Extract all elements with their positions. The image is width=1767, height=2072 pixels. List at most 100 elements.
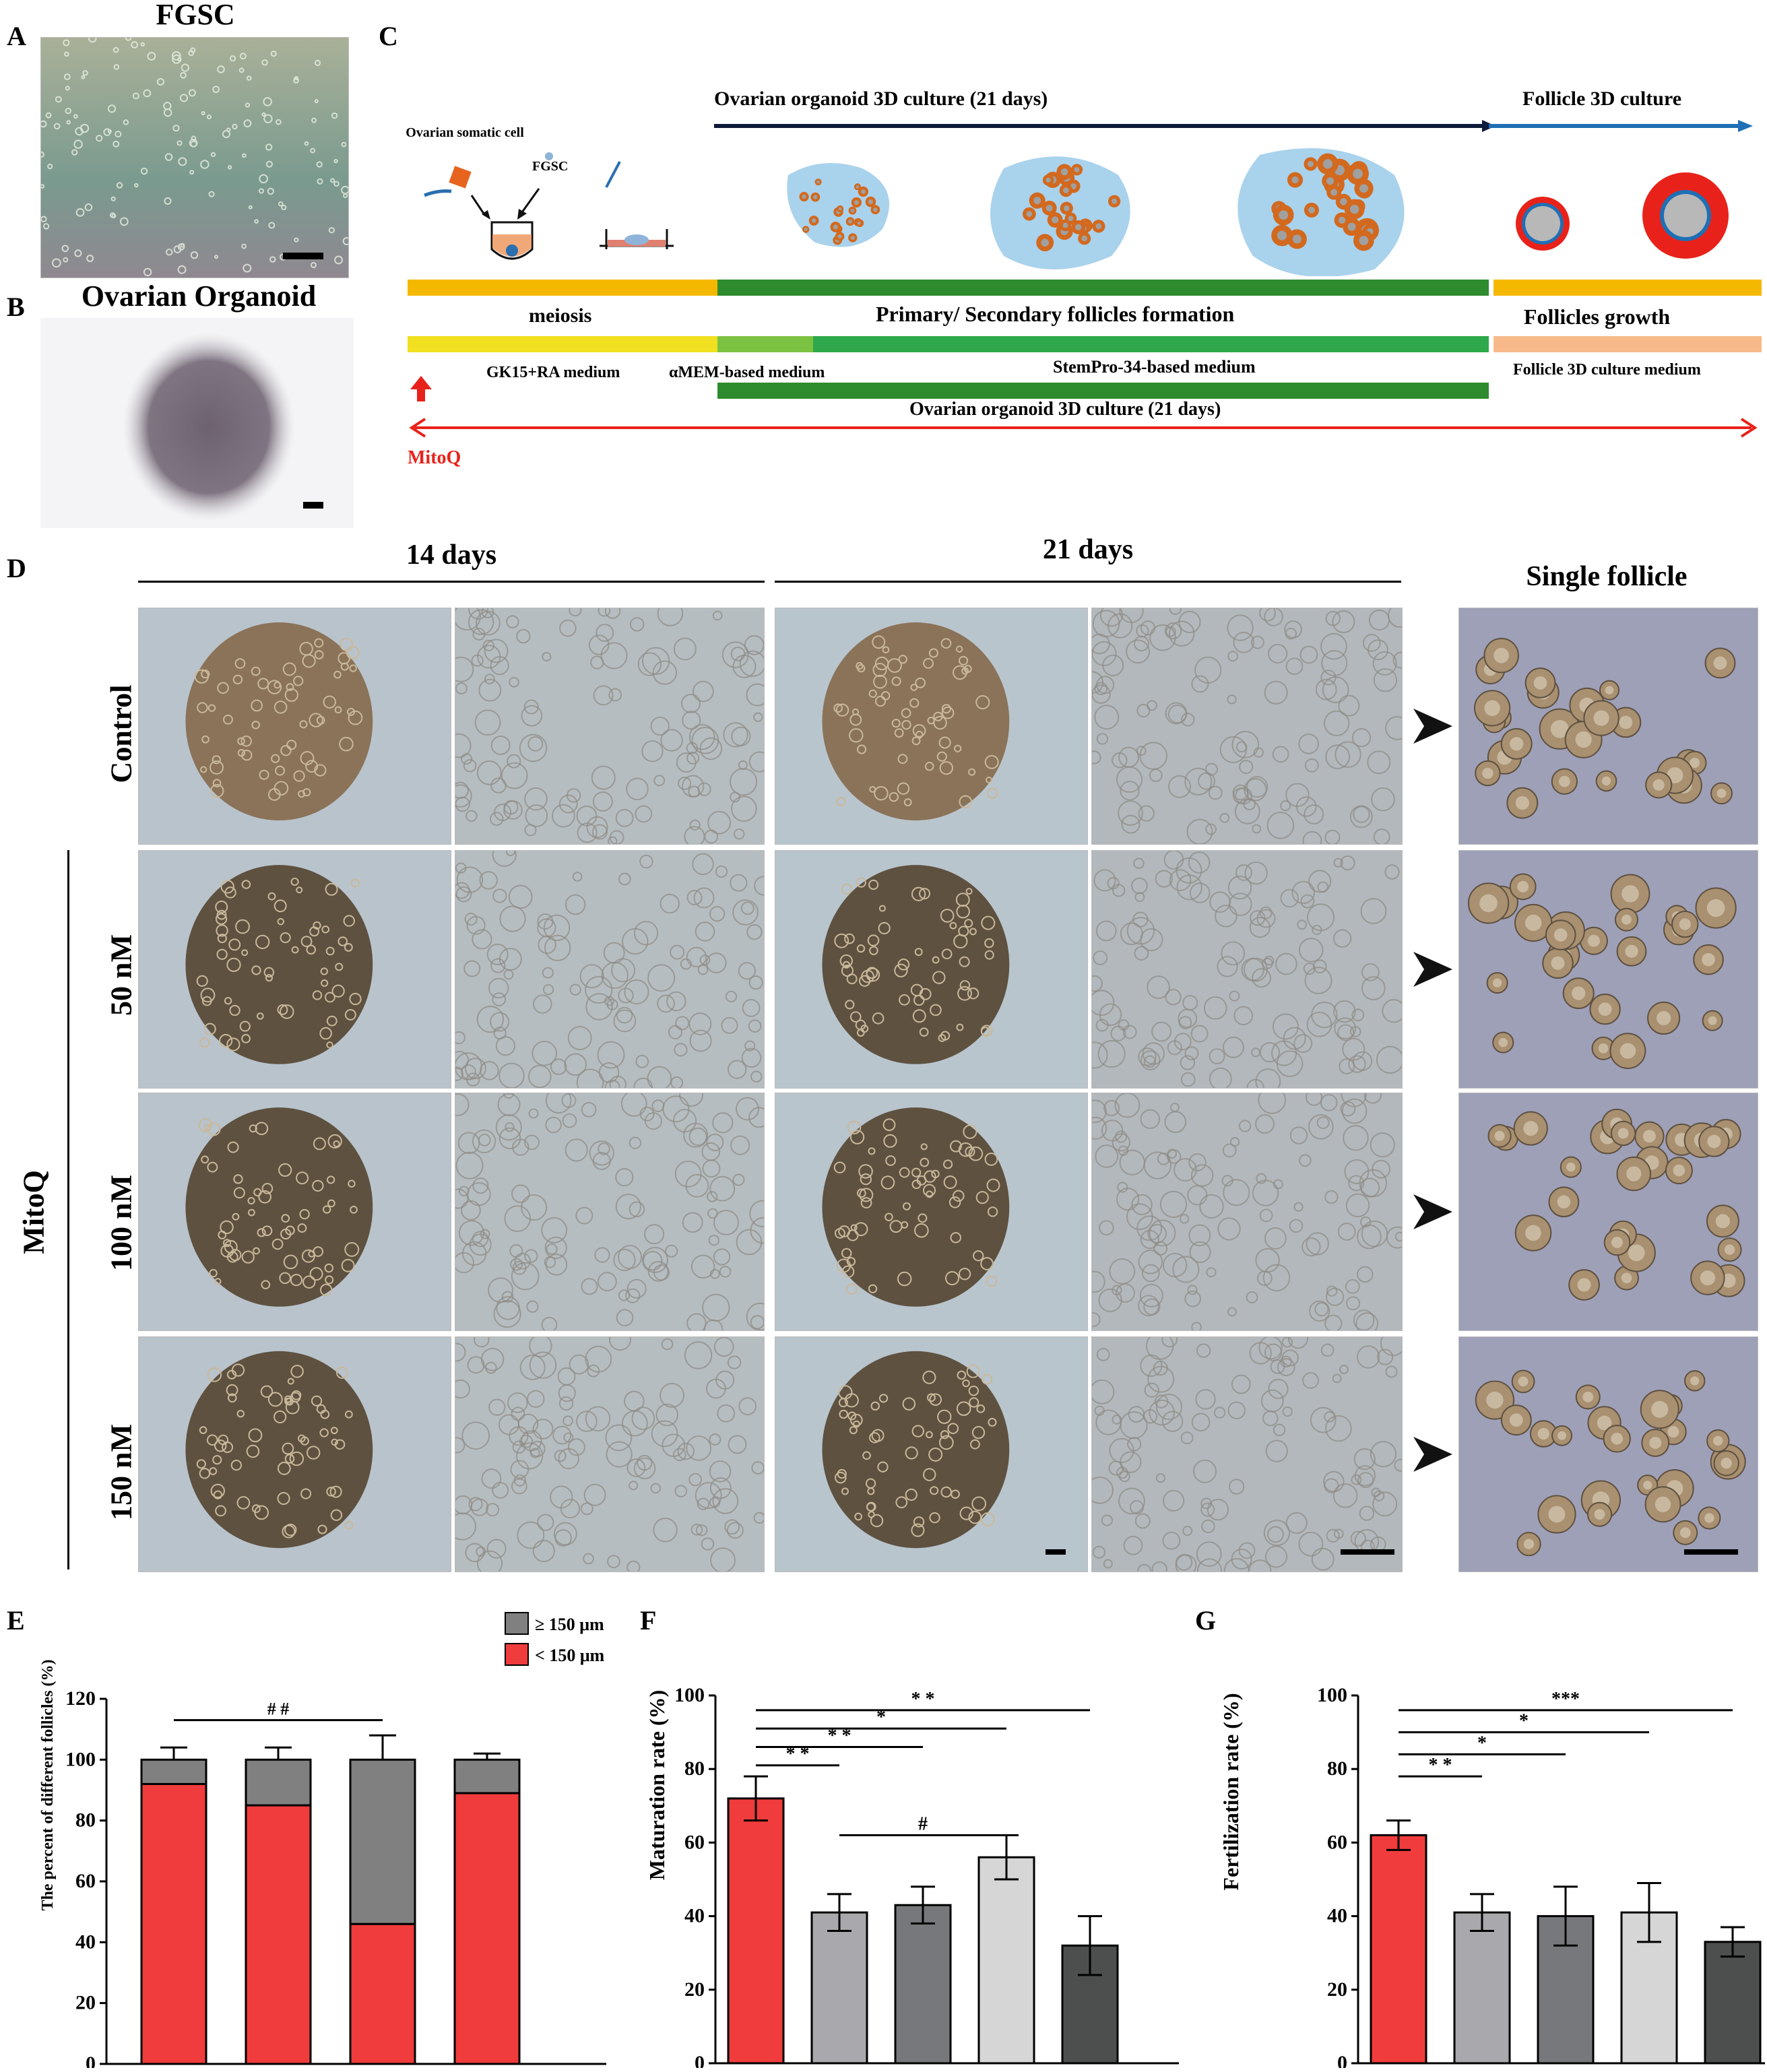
chart-e-ytick-label: 120 bbox=[65, 1687, 96, 1710]
mitoq-label: MitoQ bbox=[408, 447, 461, 468]
group-label-mitoq: MitoQ bbox=[17, 1170, 51, 1254]
micrograph-r1-c1 bbox=[455, 850, 765, 1089]
scale-bar-b bbox=[303, 502, 323, 509]
chart-g-sig-label: * * bbox=[1429, 1755, 1452, 1776]
chart-g-ylabel: Fertilization rate (%) bbox=[1219, 1693, 1243, 1890]
panel-letter-a: A bbox=[7, 21, 26, 51]
chart-e-bar-1-2 bbox=[349, 1758, 416, 1925]
chart-f-sig-label: # bbox=[918, 1813, 928, 1834]
chart-f-bar-1 bbox=[810, 1911, 868, 2065]
panel-letter-c: C bbox=[379, 21, 398, 51]
chart-f-bar-3 bbox=[977, 1856, 1035, 2065]
chart-e-ytick-label: 0 bbox=[86, 2052, 96, 2068]
medium-stempro: StemPro-34-based medium bbox=[1053, 357, 1256, 377]
chart-f-ytick-label: 60 bbox=[684, 1831, 705, 1853]
chart-f-ytick-label: 40 bbox=[684, 1905, 705, 1927]
medium-gk15: GK15+RA medium bbox=[486, 364, 620, 381]
panel-a-title: FGSC bbox=[156, 0, 235, 31]
chart-e-bar-0-2 bbox=[349, 1922, 416, 2065]
chart-g-ytick-label: 40 bbox=[1327, 1905, 1347, 1927]
chart-e-ytick-label: 20 bbox=[75, 1992, 96, 2014]
panel-letter-g: G bbox=[1195, 1605, 1217, 1636]
chart-e-sig-label: # # bbox=[267, 1699, 290, 1719]
row-label-100nm: 100 nM bbox=[104, 1175, 138, 1271]
micrograph-r3-c1 bbox=[455, 1336, 765, 1572]
micrograph-r0-c3 bbox=[1091, 608, 1403, 845]
chart-e-ytick-label: 100 bbox=[65, 1748, 96, 1770]
fgsc-label: FGSC bbox=[532, 159, 569, 174]
chart-f-ytick-label: 100 bbox=[674, 1684, 705, 1706]
chart-g-ytick-label: 0 bbox=[1337, 2052, 1347, 2068]
panel-b-title: Ovarian Organoid bbox=[81, 280, 317, 313]
micrograph-r2-c3 bbox=[1091, 1093, 1403, 1331]
row-label-50nm: 50 nM bbox=[104, 934, 138, 1016]
chart-f-ytick-label: 20 bbox=[684, 1978, 705, 2001]
chart-f: Maturation rate (%) 020406080100In vivoC… bbox=[645, 1684, 1179, 2068]
cell-mixing-illustration bbox=[424, 152, 674, 260]
chart-f-ytick-label: 0 bbox=[695, 2052, 705, 2068]
chart-e-legend-label: ≥ 150 μm bbox=[535, 1615, 604, 1634]
chart-g-ytick-label: 100 bbox=[1317, 1684, 1347, 1706]
chart-e-ytick-label: 40 bbox=[75, 1931, 96, 1953]
timeline-arrows bbox=[714, 120, 1753, 132]
panel-letter-d: D bbox=[7, 553, 26, 583]
micrograph-r0-c0 bbox=[138, 608, 451, 845]
chart-g-ytick-label: 20 bbox=[1327, 1978, 1347, 2001]
col-header-14-days: 14 days bbox=[406, 540, 497, 571]
chart-f-sig-label: * bbox=[876, 1707, 886, 1728]
arrow-head-icon bbox=[1413, 709, 1454, 747]
somatic-cell-label: Ovarian somatic cell bbox=[406, 125, 524, 140]
micrograph-r2-c0 bbox=[138, 1093, 451, 1331]
chart-e-bar-0-0 bbox=[140, 1782, 207, 2065]
chart-e-legend-label: < 150 μm bbox=[535, 1646, 605, 1665]
arrow-head-icon bbox=[1413, 1437, 1454, 1475]
micrograph-r3-c4 bbox=[1458, 1336, 1758, 1572]
col-header-single-follicle: Single follicle bbox=[1526, 561, 1688, 592]
organoid-culture-label: Ovarian organoid 3D culture (21 days) bbox=[714, 88, 1048, 110]
row-label-150nm: 150 nM bbox=[104, 1424, 138, 1520]
micrograph-r0-c2 bbox=[775, 608, 1088, 845]
chart-g-bar-0 bbox=[1370, 1834, 1427, 2065]
panel-letter-f: F bbox=[640, 1605, 657, 1636]
chart-e-bar-1-1 bbox=[245, 1758, 312, 1807]
chart-f-sig-label: * * bbox=[911, 1689, 935, 1710]
chart-g: Fertilization rate (%) 020406080100In vi… bbox=[1219, 1684, 1765, 2068]
chart-e-legend-swatch bbox=[505, 1612, 529, 1635]
scale-bar-d3 bbox=[1684, 1549, 1738, 1555]
chart-e-ytick-label: 80 bbox=[75, 1809, 96, 1832]
chart-g-ytick-label: 60 bbox=[1327, 1831, 1347, 1853]
chart-g-sig-label: * bbox=[1477, 1733, 1487, 1753]
follicle-culture-label: Follicle 3D culture bbox=[1522, 88, 1682, 110]
arrow-head-icon bbox=[1413, 1194, 1454, 1233]
scale-bar-a bbox=[283, 253, 323, 259]
micrograph-r1-c3 bbox=[1091, 850, 1403, 1089]
arrow-head-icon bbox=[1413, 952, 1454, 990]
col-header-21-days: 21 days bbox=[1042, 534, 1134, 565]
chart-e-bar-0-1 bbox=[245, 1804, 312, 2065]
chart-g-sig-label: * bbox=[1519, 1711, 1529, 1732]
stage-growth: Follicles growth bbox=[1524, 304, 1671, 329]
stage-bars bbox=[408, 280, 1762, 352]
scale-bar-d1 bbox=[1046, 1549, 1066, 1555]
medium-amem: αMEM-based medium bbox=[669, 364, 825, 381]
divider-14 bbox=[138, 581, 765, 583]
chart-g-bar-4 bbox=[1704, 1941, 1762, 2065]
micrograph-r0-c1 bbox=[455, 608, 765, 845]
micrograph-r2-c2 bbox=[775, 1093, 1088, 1331]
micrograph-r2-c4 bbox=[1458, 1093, 1758, 1331]
organoid-development-illustration bbox=[787, 148, 1729, 276]
ovarian-organoid-micrograph bbox=[40, 318, 354, 528]
scale-bar-d2 bbox=[1341, 1549, 1394, 1555]
medium-follicle: Follicle 3D culture medium bbox=[1513, 361, 1701, 379]
panel-letter-b: B bbox=[7, 292, 25, 322]
micrograph-r3-c2 bbox=[775, 1336, 1088, 1572]
chart-f-bar-2 bbox=[894, 1904, 952, 2065]
micrograph-r3-c3 bbox=[1091, 1336, 1403, 1572]
stage-meiosis: meiosis bbox=[529, 304, 592, 327]
chart-f-ylabel: Maturation rate (%) bbox=[645, 1690, 669, 1881]
chart-e: The percent of different follicles (%) 0… bbox=[39, 1612, 606, 2068]
micrograph-r1-c0 bbox=[138, 850, 451, 1089]
micrograph-r3-c0 bbox=[138, 1336, 451, 1572]
mitoq-bracket bbox=[67, 850, 69, 1569]
chart-e-ylabel: The percent of different follicles (%) bbox=[39, 1659, 57, 1910]
